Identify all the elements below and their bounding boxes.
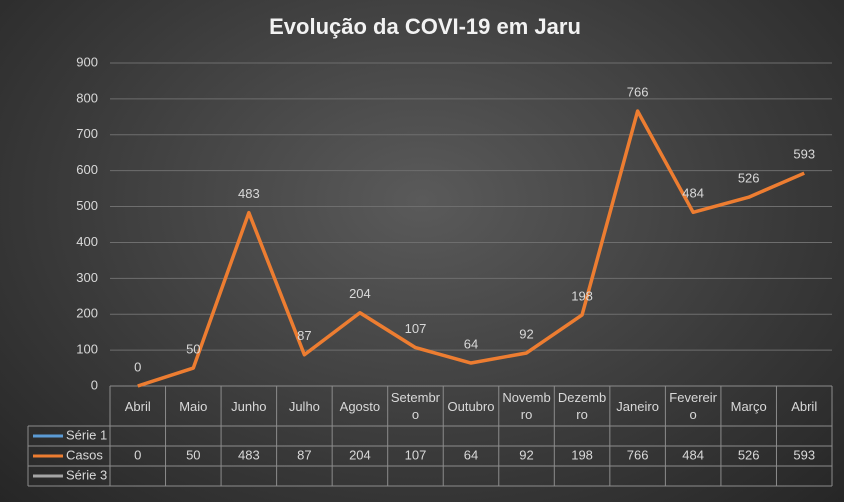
x-tick-label: Junho [231,398,267,414]
data-label: 198 [571,288,593,303]
table-cell: 107 [405,447,427,462]
y-tick-label: 800 [76,90,98,105]
data-label: 87 [297,328,311,343]
y-tick-label: 700 [76,126,98,141]
table-cell: 484 [682,447,704,462]
y-tick-label: 300 [76,270,98,285]
x-tick-label: Dezembro [557,390,607,422]
data-label: 483 [238,186,260,201]
x-tick-label: Setembro [390,390,441,422]
table-cell: 50 [186,447,200,462]
data-label: 107 [405,321,427,336]
y-tick-label: 900 [76,54,98,69]
table-cell: 87 [297,447,311,462]
table-cell: 593 [793,447,815,462]
table-cell: 198 [571,447,593,462]
legend-label: Série 3 [66,467,107,482]
x-tick-label: Fevereiro [669,390,717,422]
table-cell: 92 [519,447,533,462]
table-cell: 526 [738,447,760,462]
table-cell: 64 [464,447,478,462]
data-label: 0 [134,359,141,374]
legend-label: Casos [66,447,103,462]
data-label: 50 [186,341,200,356]
x-tick-label: Abril [124,398,151,414]
x-tick-label: Abril [791,398,818,414]
data-label: 593 [793,147,815,162]
x-tick-label: Novembro [502,390,551,422]
table-cell: 204 [349,447,371,462]
x-tick-label: Agosto [339,398,381,414]
data-label: 204 [349,286,371,301]
y-tick-label: 600 [76,162,98,177]
table-cell: 766 [627,447,649,462]
y-tick-label: 200 [76,306,98,321]
series-line [137,109,805,388]
y-tick-label: 500 [76,198,98,213]
chart-title: Evolução da COVI-19 em Jaru [269,14,581,39]
x-tick-label: Julho [288,398,320,414]
y-tick-label: 400 [76,234,98,249]
legend-label: Série 1 [66,427,107,442]
y-tick-label: 0 [91,377,98,392]
data-label: 92 [519,326,533,341]
data-label: 484 [682,186,704,201]
data-label: 64 [464,336,478,351]
data-label: 526 [738,171,760,186]
y-tick-label: 100 [76,342,98,357]
table-cell: 483 [238,447,260,462]
x-tick-label: Outubro [447,398,495,414]
x-tick-label: Maio [179,398,208,414]
table-cell: 0 [134,447,141,462]
data-label: 766 [627,85,649,100]
x-tick-label: Janeiro [616,398,659,414]
x-tick-label: Março [730,398,767,414]
